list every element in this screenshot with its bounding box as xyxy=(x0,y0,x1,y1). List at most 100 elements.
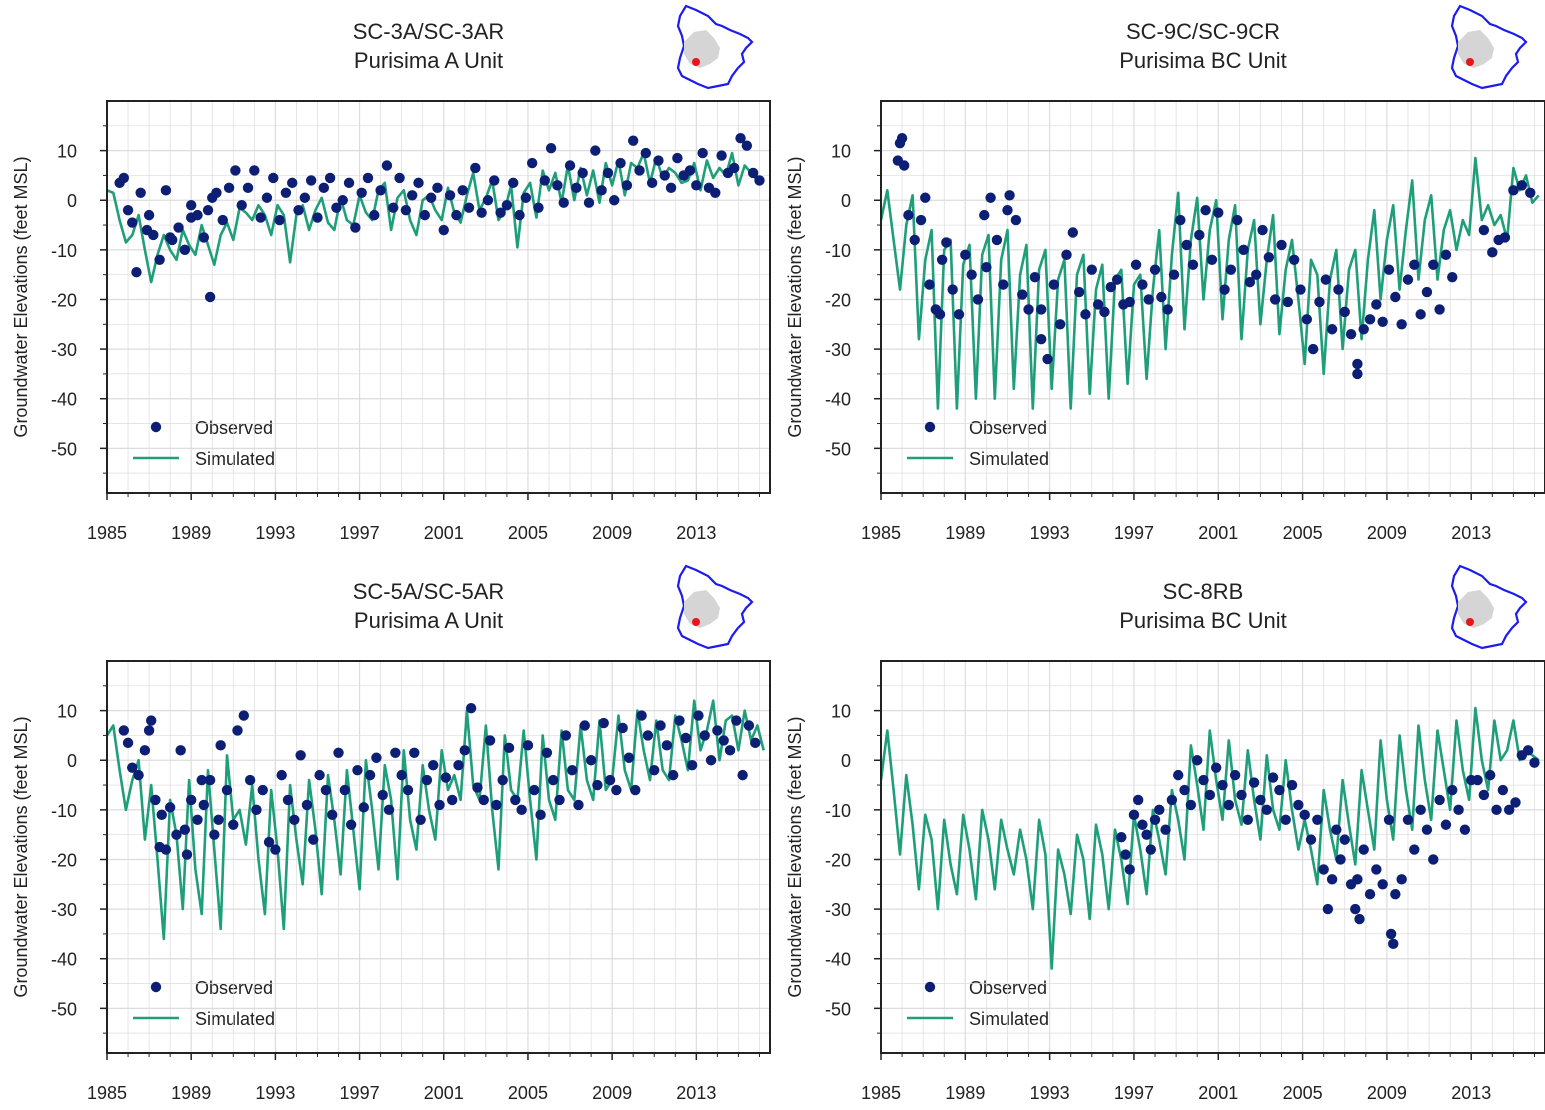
y-tick-label: -40 xyxy=(825,950,851,970)
observed-point xyxy=(1295,284,1306,295)
observed-point xyxy=(533,202,544,213)
y-tick-label: 10 xyxy=(831,142,851,162)
observed-point xyxy=(1029,271,1041,283)
well-location-marker xyxy=(1466,618,1474,626)
observed-point xyxy=(495,207,506,218)
observed-point xyxy=(1440,249,1452,261)
observed-point xyxy=(1145,844,1157,855)
observed-point xyxy=(146,715,157,726)
observed-point xyxy=(428,760,439,771)
observed-point xyxy=(1339,306,1350,318)
observed-point xyxy=(1409,844,1420,855)
observed-point xyxy=(665,182,677,194)
observed-point xyxy=(1377,316,1388,328)
observed-point xyxy=(1179,784,1190,796)
observed-point xyxy=(1314,296,1325,308)
observed-point xyxy=(1326,874,1338,885)
observed-point xyxy=(1217,779,1228,791)
observed-point xyxy=(1390,291,1401,303)
observed-point xyxy=(741,140,753,151)
observed-point xyxy=(1402,814,1414,825)
observed-point xyxy=(609,195,620,206)
observed-point xyxy=(204,291,216,303)
observed-point xyxy=(729,162,740,174)
observed-point xyxy=(339,784,351,796)
chart-subtitle: Purisima BC Unit xyxy=(1119,608,1286,633)
chart-panel-sc-8rb: SC-8RB Purisima BC Unit Groundwater Elev… xyxy=(785,564,1545,1103)
observed-point xyxy=(1263,252,1275,263)
x-tick-label: 1989 xyxy=(945,523,985,543)
observed-point xyxy=(1175,214,1186,226)
observed-point xyxy=(1128,809,1140,821)
location-inset-map xyxy=(1450,564,1528,650)
observed-point xyxy=(331,202,342,213)
observed-series xyxy=(114,133,765,303)
observed-point xyxy=(318,182,329,194)
observed-point xyxy=(1503,804,1515,816)
observed-point xyxy=(1499,232,1511,243)
observed-point xyxy=(122,737,134,749)
observed-point xyxy=(1274,784,1285,796)
y-tick-label: -50 xyxy=(825,999,851,1019)
observed-point xyxy=(710,187,721,198)
chart-panel-sc-3a: SC-3A/SC-3AR Purisima A Unit Groundwater… xyxy=(11,4,771,543)
location-inset-map xyxy=(1450,4,1528,90)
observed-point xyxy=(1522,745,1534,756)
observed-point xyxy=(592,779,603,791)
observed-point xyxy=(1132,794,1144,806)
observed-point xyxy=(1491,804,1502,816)
observed-point xyxy=(915,214,927,226)
legend-label-simulated: Simulated xyxy=(195,1009,275,1029)
observed-point xyxy=(1478,789,1490,801)
well-cluster xyxy=(684,590,720,628)
observed-point xyxy=(160,185,172,196)
y-tick-label: -10 xyxy=(51,241,77,261)
x-axis: 1985 1989 1993 1997 2001 2005 2009 2013 xyxy=(861,493,1535,543)
observed-point xyxy=(1143,294,1154,305)
x-tick-label: 1993 xyxy=(1030,1083,1070,1103)
observed-point xyxy=(529,784,540,796)
x-tick-label: 1989 xyxy=(945,1083,985,1103)
observed-point xyxy=(602,167,614,179)
observed-point xyxy=(1017,289,1028,300)
observed-point xyxy=(175,745,186,756)
observed-point xyxy=(444,190,456,201)
observed-point xyxy=(371,752,382,763)
observed-point xyxy=(164,802,176,813)
observed-point xyxy=(924,279,935,290)
observed-point xyxy=(1269,294,1281,305)
observed-point xyxy=(979,209,990,221)
y-tick-label: 0 xyxy=(841,191,851,211)
y-tick-label: -20 xyxy=(51,290,77,310)
observed-point xyxy=(934,309,946,320)
observed-point xyxy=(1255,794,1266,806)
observed-point xyxy=(1516,180,1528,191)
observed-point xyxy=(352,764,363,776)
observed-point xyxy=(440,772,452,783)
observed-point xyxy=(261,192,273,203)
observed-point xyxy=(573,799,584,811)
observed-point xyxy=(327,809,338,821)
chart-title: SC-3A/SC-3AR xyxy=(353,19,505,44)
observed-point xyxy=(539,175,550,186)
observed-point xyxy=(1453,804,1464,816)
observed-point xyxy=(1326,324,1338,335)
observed-point xyxy=(308,834,319,845)
observed-point xyxy=(1092,299,1104,310)
observed-point xyxy=(590,145,601,156)
observed-point xyxy=(204,774,216,786)
observed-point xyxy=(1185,799,1197,811)
observed-point xyxy=(198,232,210,243)
observed-point xyxy=(251,804,262,816)
observed-point xyxy=(1086,264,1097,275)
x-tick-label: 1989 xyxy=(171,523,211,543)
observed-point xyxy=(274,214,285,226)
x-tick-label: 2001 xyxy=(1198,523,1238,543)
observed-point xyxy=(217,214,228,226)
x-tick-label: 1985 xyxy=(861,523,901,543)
observed-point xyxy=(1286,779,1298,791)
observed-point xyxy=(1149,814,1161,825)
observed-point xyxy=(350,222,361,233)
observed-point xyxy=(1204,789,1216,801)
y-axis: 10 0 -10 -20 -30 -40 -50 xyxy=(51,125,107,474)
